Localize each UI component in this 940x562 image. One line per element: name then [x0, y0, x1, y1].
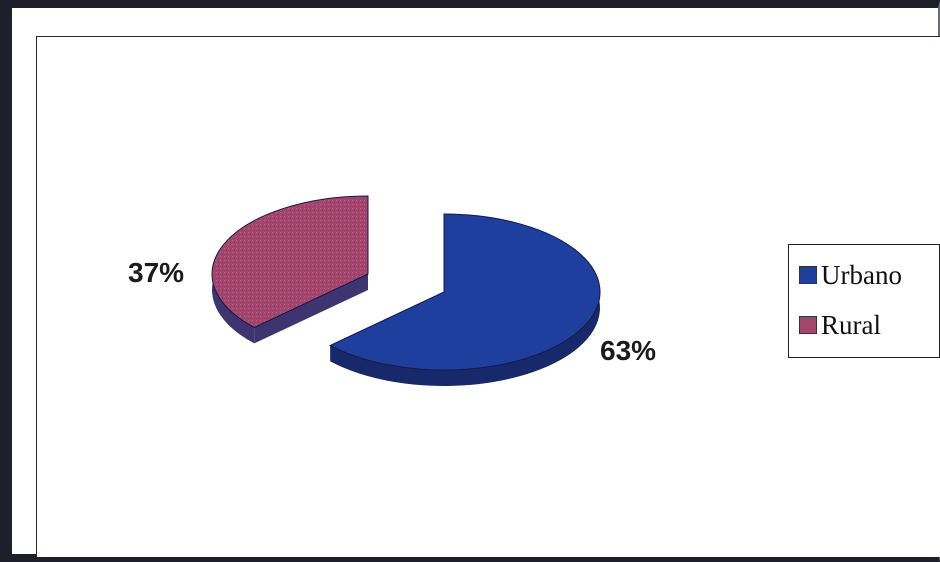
data-label-urbano: 63%: [600, 335, 656, 366]
pie-slices: [211, 195, 601, 387]
slice-rural: [211, 195, 369, 328]
slice-side-urbano: [330, 214, 600, 387]
legend-swatch-urbano: [799, 266, 817, 284]
data-label-rural: 37%: [128, 257, 184, 288]
slice-urbano: [329, 213, 601, 371]
legend-swatch-rural: [799, 316, 817, 334]
slice-wall-start-rural: [254, 274, 368, 344]
legend-item-rural: Rural: [799, 309, 881, 341]
legend-label-urbano: Urbano: [821, 259, 902, 290]
legend-label-rural: Rural: [821, 309, 881, 340]
chart-legend: Urbano Rural: [788, 244, 940, 358]
pie-chart: 63% 37%: [128, 195, 656, 387]
legend-item-urbano: Urbano: [799, 259, 902, 291]
